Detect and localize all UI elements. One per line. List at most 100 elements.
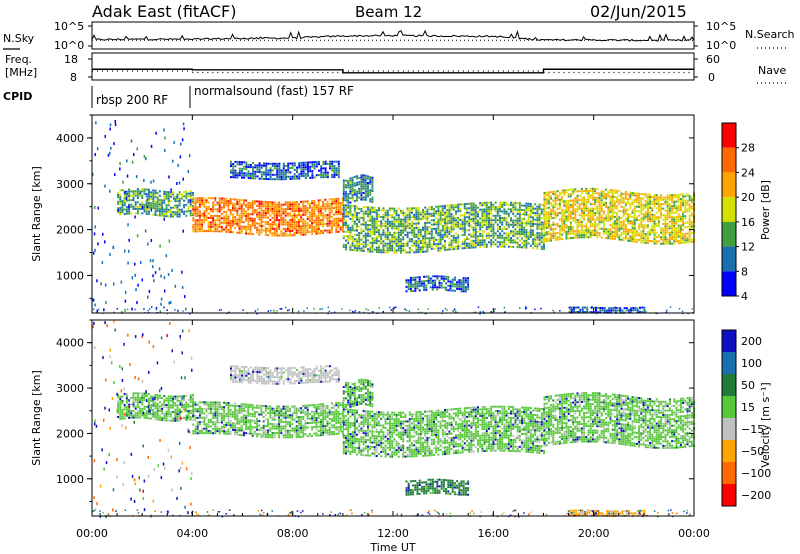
heatmap-cell [510, 217, 512, 220]
heatmap-cell [185, 210, 188, 213]
heatmap-cell [405, 290, 408, 293]
heatmap-cell [512, 208, 515, 211]
heatmap-cell [607, 206, 610, 209]
heatmap-cell [470, 218, 473, 220]
heatmap-cell [572, 232, 575, 235]
heatmap-cell [584, 306, 586, 309]
heatmap-cell [677, 207, 680, 209]
heatmap-cell [677, 224, 680, 227]
heatmap-cell [633, 220, 636, 223]
heatmap-cell [569, 226, 572, 229]
heatmap-cell [205, 199, 208, 202]
heatmap-cell [187, 208, 190, 210]
heatmap-cell [577, 310, 580, 313]
heatmap-cell [284, 203, 287, 206]
heatmap-cell [322, 225, 325, 228]
heatmap-cell [152, 204, 155, 207]
heatmap-cell [448, 233, 451, 236]
heatmap-cell [393, 212, 396, 214]
heatmap-cell [679, 228, 682, 231]
heatmap-cell [311, 217, 314, 220]
heatmap-cell [649, 213, 652, 216]
heatmap-cell [550, 228, 553, 231]
heatmap-cell [167, 215, 170, 218]
heatmap-cell [613, 220, 616, 223]
heatmap-cell [627, 222, 630, 225]
heatmap-cell [304, 163, 307, 166]
heatmap-cell [540, 239, 543, 242]
heatmap-cell [677, 233, 680, 236]
heatmap-cell [462, 279, 465, 282]
heatmap-cell [282, 176, 285, 178]
heatmap-cell [150, 399, 153, 402]
heatmap-cell [143, 397, 146, 399]
heatmap-cell [393, 240, 396, 243]
heatmap-cell [404, 212, 407, 214]
heatmap-cell [274, 178, 276, 181]
heatmap-cell [688, 234, 691, 237]
heatmap-cell [371, 187, 374, 190]
scatter-dot [453, 308, 456, 310]
heatmap-cell [417, 226, 420, 229]
scatter-dot [341, 308, 343, 310]
heatmap-cell [543, 238, 546, 241]
heatmap-cell [329, 162, 331, 165]
heatmap-cell [308, 211, 311, 214]
heatmap-cell [252, 177, 254, 180]
heatmap-cell [415, 216, 418, 218]
heatmap-cell [631, 229, 634, 232]
heatmap-cell [278, 162, 281, 165]
heatmap-cell [347, 231, 350, 233]
heatmap-cell [360, 176, 363, 179]
heatmap-cell [613, 191, 616, 194]
heatmap-cell [345, 213, 347, 216]
heatmap-cell [212, 206, 215, 208]
heatmap-cell [243, 176, 246, 179]
heatmap-cell [426, 243, 429, 246]
heatmap-cell [369, 200, 372, 203]
heatmap-cell [556, 236, 559, 239]
heatmap-cell [514, 219, 517, 222]
heatmap-cell [408, 240, 411, 243]
heatmap-cell [521, 233, 523, 236]
heatmap-cell [163, 401, 166, 404]
heatmap-cell [655, 236, 658, 238]
heatmap-cell [356, 218, 358, 221]
heatmap-cell [474, 226, 477, 229]
heatmap-cell [617, 309, 619, 312]
heatmap-cell [145, 395, 148, 397]
heatmap-cell [413, 229, 416, 232]
heatmap-cell [371, 176, 374, 179]
heatmap-cell [686, 225, 689, 228]
heatmap-cell [613, 224, 616, 227]
heatmap-cell [561, 220, 564, 223]
heatmap-cell [280, 169, 283, 172]
heatmap-cell [594, 192, 597, 195]
heatmap-cell [690, 223, 693, 226]
heatmap-cell [364, 210, 367, 213]
heatmap-cell [201, 219, 204, 222]
heatmap-cell [335, 226, 338, 229]
heatmap-cell [655, 200, 658, 203]
heatmap-cell [569, 212, 572, 215]
heatmap-cell [280, 203, 283, 206]
heatmap-cell [249, 224, 252, 227]
heatmap-cell [347, 235, 350, 238]
heatmap-cell [117, 411, 120, 414]
heatmap-cell [393, 251, 396, 254]
heatmap-cell [523, 233, 526, 236]
heatmap-cell [666, 198, 669, 201]
heatmap-cell [589, 234, 592, 236]
heatmap-cell [273, 205, 276, 208]
heatmap-cell [598, 216, 601, 219]
heatmap-cell [417, 233, 420, 236]
heatmap-cell [322, 207, 325, 210]
heatmap-cell [191, 194, 194, 197]
scatter-dot [152, 265, 154, 269]
heatmap-cell [289, 203, 292, 206]
heatmap-cell [230, 176, 232, 179]
heatmap-cell [578, 205, 581, 208]
heatmap-cell [474, 237, 477, 240]
heatmap-cell [543, 231, 546, 234]
heatmap-cell [189, 205, 192, 208]
